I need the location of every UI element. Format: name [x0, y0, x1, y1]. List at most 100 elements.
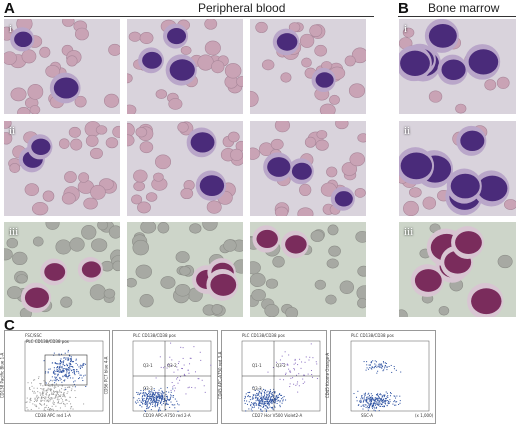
- flow-plot: PLC CD138/CD38 pos Q1-1 Q3-2 Q3-3 CD27 Hor V…: [217, 330, 327, 424]
- event-dot: [382, 395, 384, 397]
- event-dot: [400, 371, 402, 373]
- event-dot: [358, 404, 360, 406]
- event-dot: [380, 399, 382, 401]
- event-dot: [386, 366, 388, 368]
- event-dot: [368, 404, 370, 406]
- event-dot: [27, 409, 29, 411]
- event-dot: [137, 393, 139, 395]
- event-dot: [59, 363, 61, 365]
- event-dot: [382, 405, 384, 407]
- event-dot: [83, 375, 85, 377]
- event-dot: [142, 400, 144, 402]
- event-dot: [50, 389, 52, 391]
- event-dot: [152, 400, 154, 402]
- event-dot: [76, 369, 78, 371]
- event-dot: [143, 390, 145, 392]
- event-dot: [154, 400, 156, 402]
- event-dot: [70, 364, 72, 366]
- event-dot: [29, 398, 31, 400]
- event-dot: [69, 374, 71, 376]
- event-dot: [133, 397, 135, 399]
- event-dot: [307, 373, 309, 375]
- cell-nucleus: [315, 72, 334, 88]
- event-dot: [50, 397, 52, 399]
- event-dot: [303, 374, 305, 376]
- event-dot: [65, 399, 67, 401]
- event-dot: [365, 392, 367, 394]
- event-dot: [396, 395, 398, 397]
- event-dot: [266, 398, 268, 400]
- event-dot: [66, 359, 68, 361]
- event-dot: [161, 396, 163, 398]
- event-dot: [138, 398, 140, 400]
- event-dot: [187, 387, 189, 389]
- event-dot: [57, 363, 59, 365]
- event-dot: [62, 368, 64, 370]
- event-dot: [372, 403, 374, 405]
- event-dot: [59, 396, 61, 398]
- event-dot: [159, 396, 161, 398]
- event-dot: [149, 396, 151, 398]
- event-dot: [366, 364, 368, 366]
- event-dot: [385, 391, 387, 393]
- event-dot: [249, 391, 251, 393]
- event-dot: [69, 386, 71, 388]
- event-dot: [43, 408, 45, 410]
- event-dot: [37, 396, 39, 398]
- event-dot: [374, 366, 376, 368]
- event-dot: [157, 394, 159, 396]
- event-dot: [272, 408, 274, 410]
- event-dot: [143, 393, 145, 395]
- event-dot: [59, 378, 61, 380]
- event-dot: [257, 399, 259, 401]
- quadrant-label: Q3-3: [252, 386, 262, 391]
- event-dot: [276, 396, 278, 398]
- event-dot: [59, 369, 61, 371]
- event-dot: [167, 364, 169, 366]
- event-dot: [83, 403, 85, 405]
- event-dot: [255, 404, 257, 406]
- red-blood-cell: [259, 142, 274, 157]
- event-dot: [260, 405, 262, 407]
- event-dot: [372, 405, 374, 407]
- event-dot: [156, 392, 158, 394]
- event-dot: [395, 397, 397, 399]
- event-dot: [55, 396, 57, 398]
- event-dot: [46, 389, 48, 391]
- event-dot: [49, 368, 51, 370]
- event-dot: [62, 396, 64, 398]
- event-dot: [251, 410, 253, 412]
- event-dot: [63, 392, 65, 394]
- event-dot: [67, 351, 69, 353]
- event-dot: [267, 407, 269, 409]
- event-dot: [275, 400, 277, 402]
- red-blood-cell: [89, 284, 106, 301]
- cell-nucleus: [291, 162, 312, 180]
- event-dot: [381, 367, 383, 369]
- event-dot: [47, 371, 49, 373]
- event-dot: [148, 402, 150, 404]
- event-dot: [250, 408, 252, 410]
- event-dot: [68, 359, 70, 361]
- red-blood-cell: [74, 27, 89, 41]
- red-blood-cell: [155, 154, 172, 170]
- event-dot: [390, 392, 392, 394]
- event-dot: [45, 382, 47, 384]
- event-dot: [161, 394, 163, 396]
- red-blood-cell: [112, 260, 120, 272]
- event-dot: [52, 383, 54, 385]
- event-dot: [162, 392, 164, 394]
- event-dot: [69, 367, 71, 369]
- event-dot: [365, 398, 367, 400]
- event-dot: [362, 408, 364, 410]
- event-dot: [362, 401, 364, 403]
- event-dot: [371, 400, 373, 402]
- event-dot: [45, 371, 47, 373]
- event-dot: [390, 393, 392, 395]
- event-dot: [53, 352, 55, 354]
- event-dot: [52, 392, 54, 394]
- event-dot: [363, 393, 365, 395]
- event-dot: [67, 410, 69, 412]
- red-blood-cell: [133, 181, 145, 192]
- event-dot: [71, 360, 73, 362]
